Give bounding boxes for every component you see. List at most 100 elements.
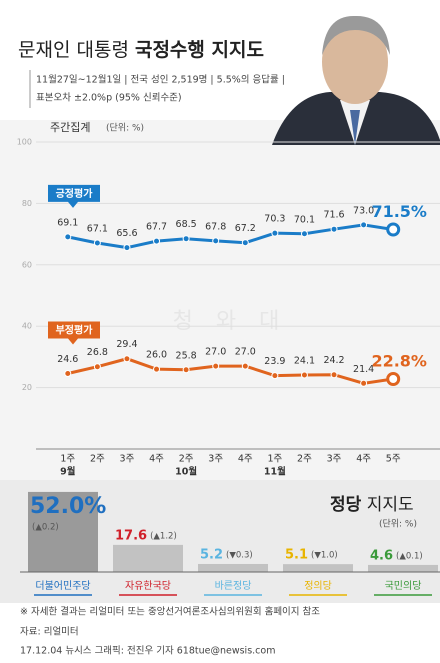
value-label: 26.0 — [146, 350, 167, 361]
value-label: 67.8 — [205, 221, 226, 232]
value-label: 27.0 — [205, 347, 226, 358]
series-line — [67, 357, 394, 385]
value-label: 52.0% — [30, 494, 106, 519]
chart-panel — [0, 120, 440, 480]
data-point — [360, 221, 368, 229]
bar — [368, 564, 438, 572]
month-label: 9월 — [60, 466, 75, 478]
value-label: 4.6 — [370, 548, 393, 563]
x-tick-label: 3주 — [327, 454, 342, 465]
data-point — [212, 237, 220, 245]
footnote: ※ 자세한 결과는 리얼미터 또는 중앙선거여론조사심의위원회 홈페이지 참조 — [20, 606, 320, 618]
data-point — [386, 372, 401, 387]
subtitle: 11월27일~12월1일 | 전국 성인 2,519명 | 5.5%의 응답률 … — [36, 74, 285, 86]
value-label: 65.6 — [116, 228, 137, 239]
value-label: 24.2 — [323, 355, 344, 366]
unit-label: (단위: %) — [379, 519, 417, 530]
value-label: 70.3 — [264, 214, 285, 225]
data-point — [271, 229, 279, 237]
value-label: 71.6 — [323, 210, 344, 221]
data-point — [64, 233, 72, 241]
legend-callout — [48, 321, 100, 345]
watermark: 청 와 대 — [173, 309, 288, 334]
value-label: 73.0 — [353, 205, 374, 216]
bar — [283, 564, 353, 572]
category-label: 바른정당 — [215, 580, 252, 592]
data-point — [330, 225, 338, 233]
data-point — [93, 363, 101, 371]
change-label: (▼1.0) — [311, 551, 338, 561]
title: 문재인 대통령 국정수행 지지도 — [18, 39, 264, 61]
data-point — [153, 237, 161, 245]
y-tick-label: 80 — [22, 199, 32, 208]
x-tick-label: 2주 — [179, 454, 194, 465]
category-label: 국민의당 — [385, 580, 422, 592]
y-tick-label: 40 — [22, 322, 32, 331]
portrait — [272, 15, 440, 145]
change-label: (▲1.2) — [150, 531, 177, 541]
unit-label: (단위: %) — [106, 123, 144, 134]
series-line — [67, 223, 394, 250]
value-label: 69.1 — [57, 217, 78, 228]
title-part: 문재인 대통령 — [18, 39, 129, 61]
y-tick-label: 20 — [22, 383, 32, 392]
value-label: 22.8% — [371, 352, 427, 371]
category-label: 더불어민주당 — [35, 580, 90, 592]
value-label: 27.0 — [235, 347, 256, 358]
chart-title-part: 정당 — [330, 495, 362, 515]
value-label: 26.8 — [87, 347, 108, 358]
change-label: (▼0.3) — [226, 550, 253, 560]
data-point — [153, 365, 161, 373]
x-tick-label: 3주 — [120, 454, 135, 465]
value-label: 67.7 — [146, 222, 167, 233]
data-point — [123, 244, 131, 252]
value-label: 5.2 — [200, 547, 223, 562]
value-label: 25.8 — [176, 350, 197, 361]
change-label: (▲0.2) — [32, 522, 59, 532]
x-tick-label: 5주 — [386, 454, 401, 465]
chart-title: 정당 지지도 — [330, 495, 414, 515]
x-tick-label: 1주 — [60, 454, 75, 465]
legend-label: 부정평가 — [56, 323, 94, 336]
data-point — [212, 362, 220, 370]
data-point — [386, 222, 401, 237]
data-point — [330, 371, 338, 379]
value-label: 24.1 — [294, 356, 315, 367]
data-point — [300, 230, 308, 238]
x-tick-label: 1주 — [267, 454, 282, 465]
category-label: 자유한국당 — [125, 580, 171, 592]
value-label: 21.4 — [353, 364, 374, 375]
x-tick-label: 2주 — [297, 454, 312, 465]
value-label: 67.1 — [87, 224, 108, 235]
month-label: 11월 — [264, 466, 286, 478]
value-label: 5.1 — [285, 548, 308, 563]
source: 자료: 리얼미터 — [20, 627, 79, 638]
legend-callout — [48, 184, 100, 208]
data-point — [360, 379, 368, 387]
y-tick-label: 100 — [17, 138, 32, 147]
value-label: 67.2 — [235, 223, 256, 234]
value-label: 70.1 — [294, 214, 315, 225]
chart-title: 주간집계 — [50, 121, 90, 134]
title-part: 국정수행 지지도 — [135, 39, 264, 61]
data-point — [300, 371, 308, 379]
bar — [113, 544, 183, 572]
chart-title-part: 지지도 — [367, 495, 414, 515]
category-label: 정의당 — [304, 580, 332, 592]
x-tick-label: 3주 — [208, 454, 223, 465]
x-tick-label: 2주 — [90, 454, 105, 465]
data-point — [241, 362, 249, 370]
x-tick-label: 4주 — [149, 454, 164, 465]
value-label: 17.6 — [115, 528, 147, 543]
value-label: 29.4 — [116, 339, 137, 350]
data-point — [271, 372, 279, 380]
bar — [28, 491, 98, 572]
bar — [198, 563, 268, 572]
data-point — [182, 235, 190, 243]
legend-label: 긍정평가 — [56, 187, 94, 200]
change-label: (▲0.1) — [396, 551, 423, 561]
value-label: 68.5 — [176, 219, 197, 230]
data-point — [241, 239, 249, 247]
subtitle: 표본오차 ±2.0%p (95% 신뢰수준) — [36, 92, 182, 104]
